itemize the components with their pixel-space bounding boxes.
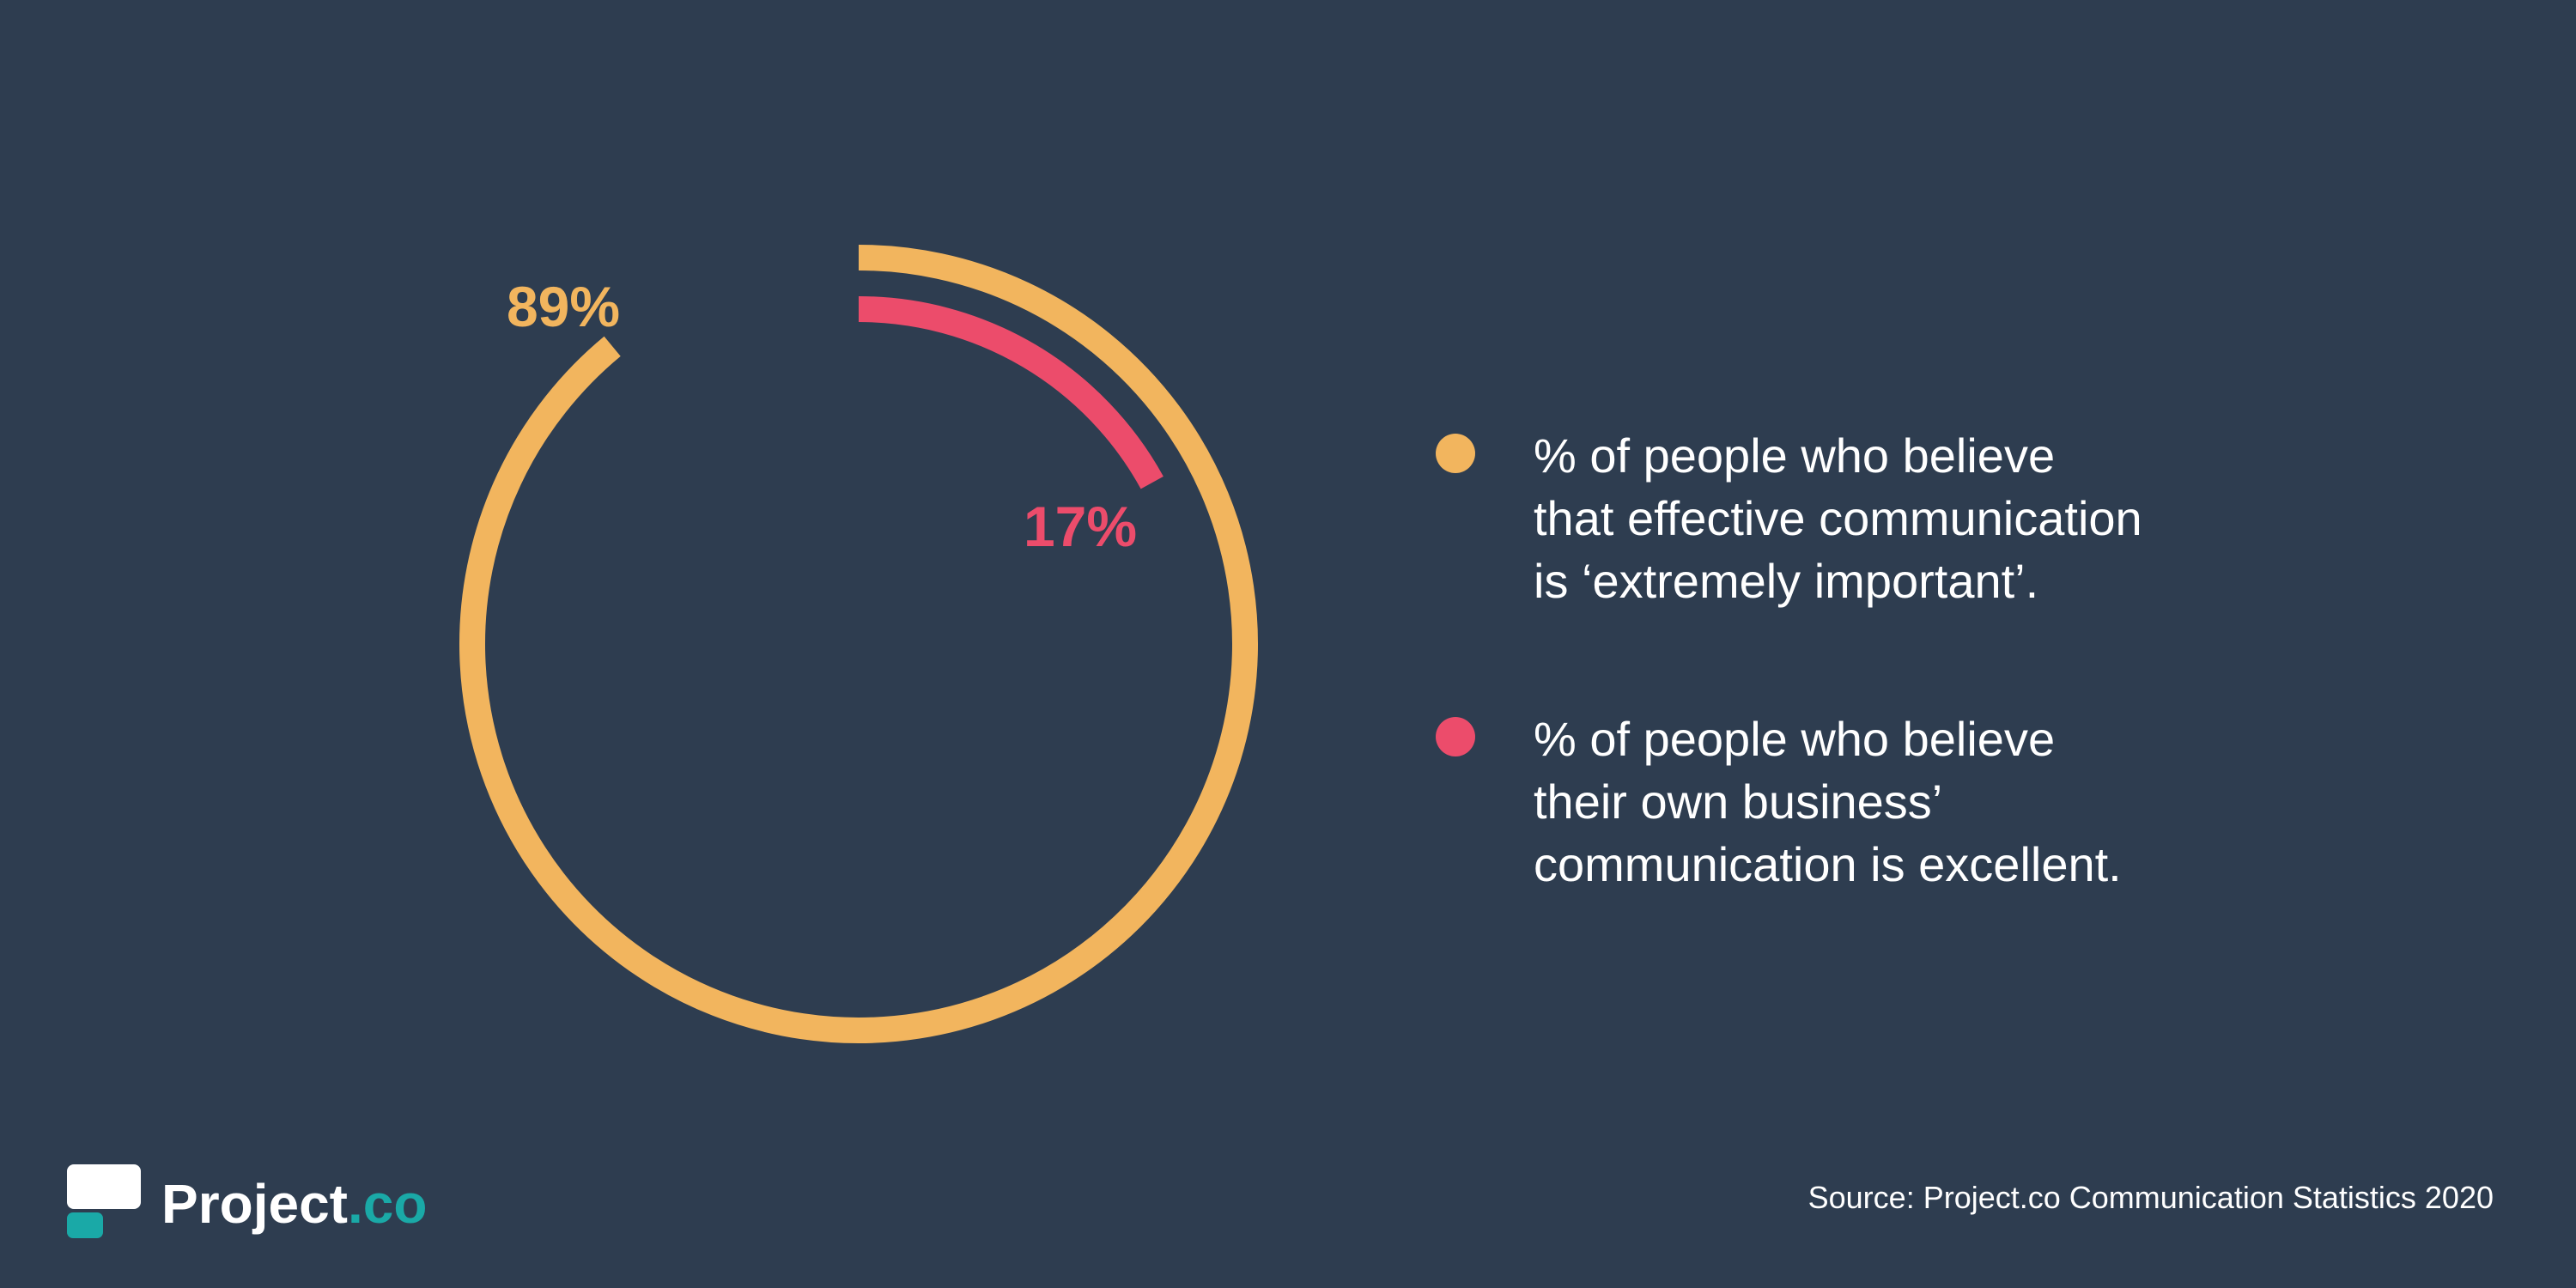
radial-bar-1: [459, 245, 1258, 1043]
legend-line: that effective communication: [1534, 491, 2142, 545]
legend-line: % of people who believe: [1534, 712, 2056, 766]
logo-mark-bottom: [67, 1212, 103, 1238]
legend-line: communication is excellent.: [1534, 837, 2122, 891]
logo-wordmark-accent: .co: [347, 1173, 428, 1235]
legend-text: % of people who believe that effective c…: [1534, 424, 2272, 612]
legend-line: is ‘extremely important’.: [1534, 554, 2039, 608]
project-co-logo: Project.co: [67, 1164, 479, 1240]
logo-wordmark: Project.co: [161, 1171, 427, 1236]
data-label-2: 17%: [1024, 495, 1137, 558]
radial-bar-2: [858, 296, 1163, 489]
legend-dot-yellow: [1436, 434, 1475, 473]
legend-line: % of people who believe: [1534, 428, 2056, 483]
source-note: Source: Project.co Communication Statist…: [1807, 1180, 2494, 1215]
data-label-1: 89%: [507, 275, 620, 338]
logo-mark-top: [67, 1164, 141, 1209]
logo-wordmark-main: Project: [161, 1173, 348, 1235]
legend-dot-pink: [1436, 717, 1475, 756]
legend-text: % of people who believe their own busine…: [1534, 708, 2272, 896]
legend-line: their own business’: [1534, 775, 1943, 829]
